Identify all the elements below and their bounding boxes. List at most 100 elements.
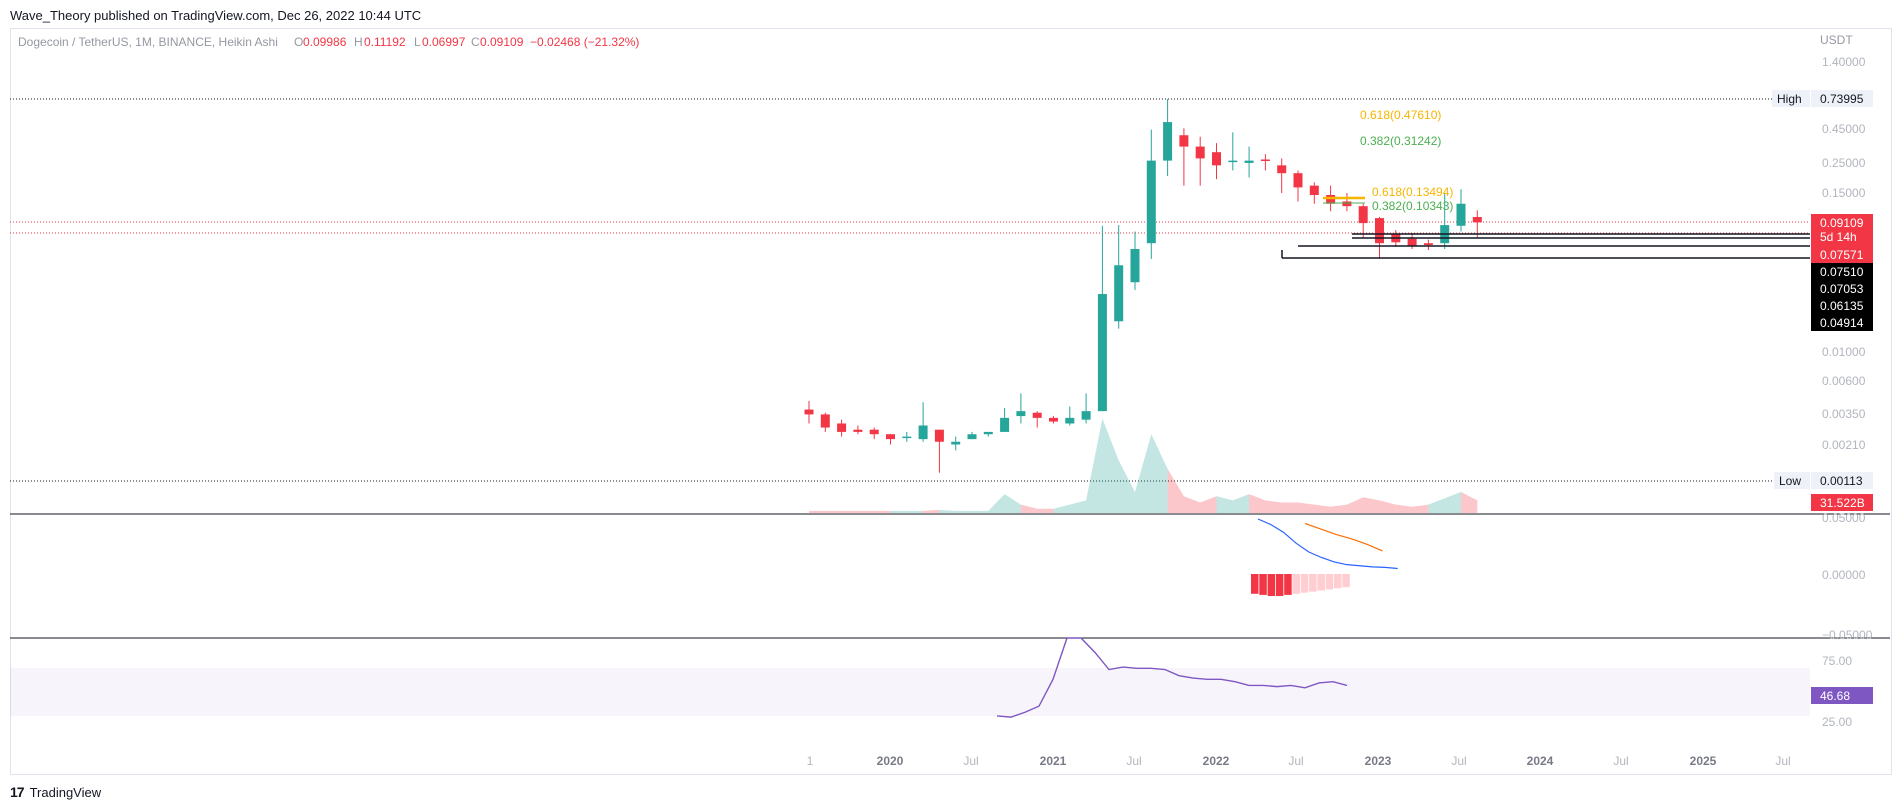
candle-body bbox=[1179, 135, 1189, 147]
candle-body bbox=[1456, 203, 1466, 226]
candle-body bbox=[918, 425, 928, 440]
level-tag-red bbox=[1811, 246, 1873, 263]
time-label: 2022 bbox=[1203, 754, 1230, 768]
volume-segment bbox=[1135, 434, 1152, 513]
volume-segment bbox=[939, 509, 956, 513]
candle-body bbox=[1212, 152, 1221, 166]
macd-histogram-bar bbox=[1317, 574, 1325, 591]
footer-brand[interactable]: TradingView bbox=[29, 784, 102, 800]
volume-segment bbox=[1395, 504, 1413, 513]
macd-histogram-bar bbox=[1284, 574, 1292, 595]
candle-body bbox=[1114, 265, 1124, 322]
volume-segment bbox=[1232, 494, 1250, 513]
volume-segment bbox=[809, 510, 826, 513]
volume-segment bbox=[1363, 497, 1380, 513]
current-price-value: 0.09109 bbox=[1820, 216, 1864, 230]
time-label: 2024 bbox=[1527, 754, 1554, 768]
candle-body bbox=[1081, 411, 1091, 420]
volume-segment bbox=[1444, 492, 1461, 513]
candle-body bbox=[983, 431, 993, 435]
volume-segment bbox=[1183, 496, 1201, 513]
candle-body bbox=[1423, 243, 1433, 246]
countdown-value: 5d 14h bbox=[1820, 230, 1857, 244]
support-lines bbox=[1281, 233, 1810, 259]
volume-segment bbox=[1200, 496, 1217, 513]
time-label: 2023 bbox=[1365, 754, 1392, 768]
macd-histogram-bar bbox=[1342, 574, 1350, 588]
candle-body bbox=[902, 436, 912, 439]
time-axis[interactable]: 1 2020 Jul 2021 Jul 2022 Jul 2023 Jul 2024 Jul 2025… bbox=[807, 754, 1791, 768]
price-tick-2: 0.45000 bbox=[1822, 122, 1866, 136]
candle-body bbox=[853, 429, 863, 432]
candle-body bbox=[1309, 185, 1319, 196]
macd-histogram-bar bbox=[1275, 574, 1284, 596]
price-axis[interactable]: USDT 1.40000 0.45000 0.25000 0.15000 0.0… bbox=[1772, 33, 1873, 511]
candle-body bbox=[1065, 417, 1075, 424]
footer: 17 TradingView bbox=[10, 784, 101, 800]
low-tag-bg bbox=[1774, 472, 1810, 489]
candle-body bbox=[1130, 248, 1140, 283]
fib-upper-382: 0.382(0.31242) bbox=[1360, 134, 1441, 148]
macd-histogram-bar bbox=[1251, 574, 1259, 594]
volume-segment bbox=[1330, 504, 1347, 513]
candle-body bbox=[1244, 160, 1254, 163]
low-value: 0.06997 bbox=[422, 35, 466, 49]
volume-segment bbox=[972, 510, 989, 513]
volume-segment bbox=[1428, 498, 1445, 513]
candle-body bbox=[820, 414, 830, 428]
low-tag-value: 0.00113 bbox=[1820, 474, 1863, 488]
price-tick-8: 0.00210 bbox=[1822, 438, 1866, 452]
open-value: 0.09986 bbox=[303, 35, 347, 49]
open-label: O bbox=[294, 35, 303, 49]
macd-histogram-bar bbox=[1267, 574, 1276, 596]
rsi-axis[interactable]: 75.00 25.00 46.68 bbox=[1811, 654, 1873, 729]
candle-body bbox=[869, 429, 879, 435]
volume-segment bbox=[1086, 418, 1103, 513]
volume-segment bbox=[1118, 460, 1135, 513]
price-tick-3: 0.25000 bbox=[1822, 156, 1866, 170]
time-label: 1 bbox=[807, 754, 814, 768]
axis-unit: USDT bbox=[1820, 33, 1853, 47]
volume-segment bbox=[890, 510, 907, 513]
chart-frame[interactable] bbox=[10, 28, 1892, 775]
candle-body bbox=[804, 409, 814, 415]
price-tick-1: 1.40000 bbox=[1822, 55, 1866, 69]
candle-body bbox=[1195, 146, 1205, 159]
close-label: C bbox=[471, 35, 480, 49]
volume-segment bbox=[1412, 504, 1429, 513]
candle-body bbox=[1293, 173, 1303, 188]
macd-axis[interactable]: 0.05000 0.00000 −0.05000 bbox=[1822, 511, 1873, 642]
level-tag-5: 0.04914 bbox=[1820, 316, 1864, 330]
change-value: −0.02468 (−21.32%) bbox=[530, 35, 639, 49]
price-tick-4: 0.15000 bbox=[1822, 186, 1866, 200]
volume-segment bbox=[1379, 500, 1396, 513]
high-tag-label: High bbox=[1777, 92, 1802, 106]
macd-line bbox=[1257, 518, 1398, 570]
time-label: 2021 bbox=[1040, 754, 1067, 768]
candle-body bbox=[1049, 417, 1058, 422]
candle-body bbox=[951, 441, 961, 445]
level-tag-3: 0.07053 bbox=[1820, 282, 1864, 296]
volume-segment bbox=[906, 510, 924, 513]
volume-segment bbox=[1037, 508, 1054, 513]
candle-body bbox=[1342, 201, 1352, 207]
volume-segment bbox=[1249, 494, 1266, 513]
candle-body bbox=[934, 429, 944, 442]
volume-segment bbox=[1298, 502, 1315, 513]
volume-segment bbox=[841, 510, 858, 513]
rsi-layer bbox=[996, 637, 1348, 718]
level-tag-1: 0.07571 bbox=[1820, 248, 1864, 262]
volume-segment bbox=[1281, 502, 1298, 513]
rsi-line bbox=[996, 637, 1348, 718]
price-tick-6: 0.00600 bbox=[1822, 374, 1866, 388]
macd-histogram-bar bbox=[1334, 574, 1342, 589]
high-value: 0.11192 bbox=[364, 35, 406, 49]
macd-tick-2: 0.00000 bbox=[1822, 568, 1866, 582]
candle-body bbox=[1375, 218, 1384, 244]
macd-tick-3: −0.05000 bbox=[1822, 628, 1873, 642]
volume-segment bbox=[1102, 418, 1119, 513]
macd-layer bbox=[1251, 518, 1398, 596]
low-value-bg bbox=[1811, 472, 1873, 489]
candle-body bbox=[1326, 195, 1336, 204]
